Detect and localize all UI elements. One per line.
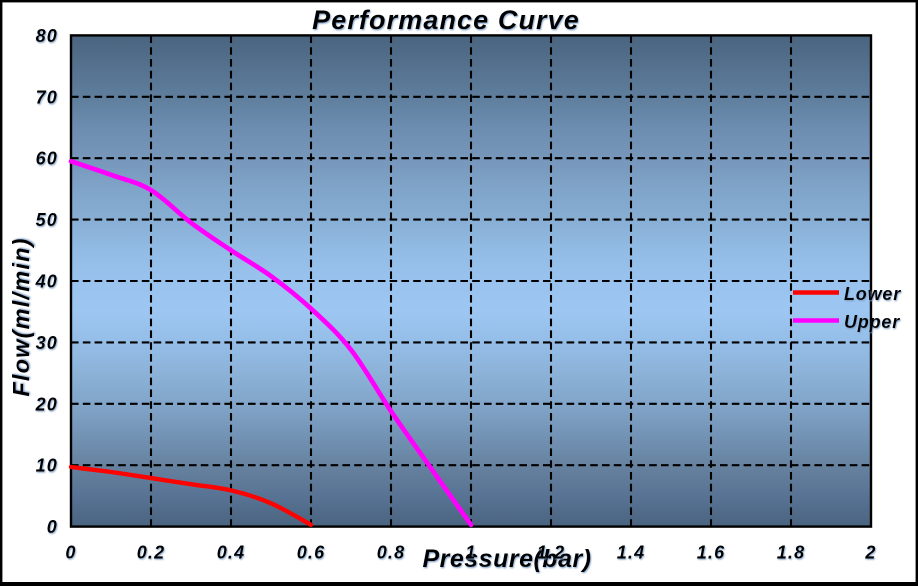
- svg-text:80: 80: [36, 26, 58, 46]
- svg-text:20: 20: [35, 394, 58, 414]
- svg-text:Upper: Upper: [844, 312, 900, 332]
- svg-text:Lower: Lower: [844, 284, 901, 304]
- svg-text:Performance Curve: Performance Curve: [312, 5, 580, 35]
- svg-text:0.6: 0.6: [297, 543, 326, 563]
- svg-text:10: 10: [36, 456, 58, 476]
- svg-text:Flow(ml/min): Flow(ml/min): [8, 237, 34, 396]
- svg-text:1.2: 1.2: [537, 543, 566, 563]
- svg-text:0.2: 0.2: [137, 543, 166, 563]
- svg-text:1: 1: [465, 543, 476, 563]
- svg-text:0: 0: [65, 543, 76, 563]
- svg-text:1.8: 1.8: [777, 543, 806, 563]
- svg-text:40: 40: [35, 272, 58, 292]
- svg-text:50: 50: [36, 210, 58, 230]
- svg-text:Pressure(bar): Pressure(bar): [422, 545, 591, 573]
- svg-text:2: 2: [864, 543, 876, 563]
- svg-text:0: 0: [47, 517, 58, 537]
- svg-text:1.6: 1.6: [697, 543, 726, 563]
- svg-text:70: 70: [36, 87, 58, 107]
- svg-text:0.8: 0.8: [377, 543, 406, 563]
- svg-text:60: 60: [36, 149, 58, 169]
- svg-text:30: 30: [36, 333, 58, 353]
- svg-text:1.4: 1.4: [617, 543, 646, 563]
- svg-text:0.4: 0.4: [217, 543, 246, 563]
